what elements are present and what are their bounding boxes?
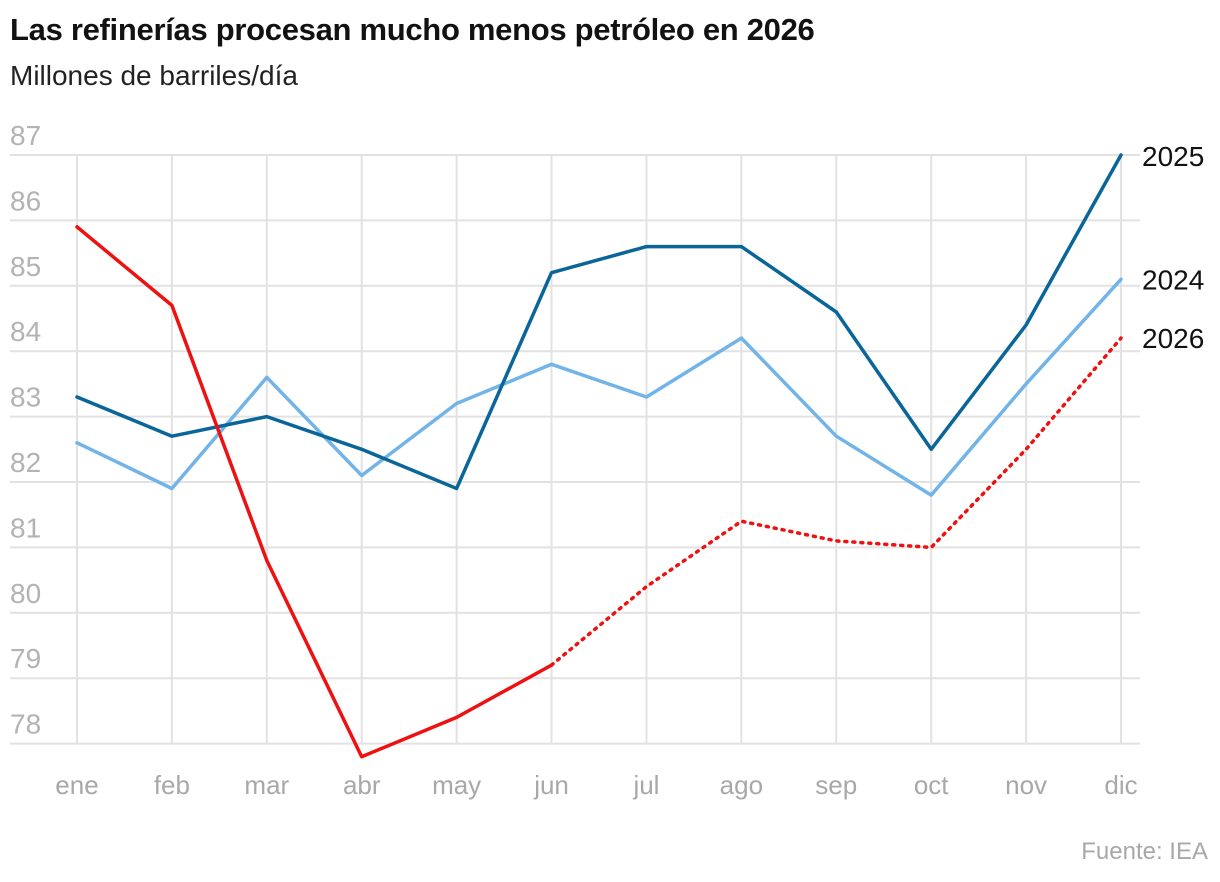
y-tick-label: 80	[10, 578, 41, 609]
x-tick-label: oct	[914, 770, 949, 800]
x-tick-label: jul	[632, 770, 659, 800]
series-line-2026-forecast	[549, 336, 1123, 667]
x-tick-label: may	[432, 770, 481, 800]
x-tick-label: mar	[244, 770, 289, 800]
x-tick-label: jun	[533, 770, 569, 800]
series-label-2026: 2026	[1142, 323, 1204, 354]
series-label-2024: 2024	[1142, 264, 1204, 295]
chart-subtitle: Millones de barriles/día	[10, 60, 298, 91]
x-tick-label: sep	[815, 770, 857, 800]
x-tick-label: ago	[720, 770, 763, 800]
source-note: Fuente: IEA	[1081, 838, 1208, 865]
y-tick-label: 78	[10, 709, 41, 740]
x-tick-label: abr	[343, 770, 381, 800]
x-tick-label: dic	[1104, 770, 1137, 800]
y-tick-label: 79	[10, 643, 41, 674]
y-tick-label: 81	[10, 512, 41, 543]
x-axis-ticks: ene feb mar abr may jun jul ago sep oct nov dic	[55, 770, 1137, 800]
series-labels: 2024 2025 2026	[1142, 141, 1204, 354]
series-line-2024	[75, 277, 1123, 497]
y-tick-label: 84	[10, 316, 41, 347]
y-tick-label: 87	[10, 120, 41, 151]
series-line-2025	[75, 153, 1123, 491]
y-tick-label: 83	[10, 382, 41, 413]
x-tick-label: ene	[55, 770, 98, 800]
vertical-gridlines	[76, 155, 1122, 744]
y-axis-ticks: 78 79 80 81 82 83 84 85 86 87	[10, 120, 41, 740]
series-label-2025: 2025	[1142, 141, 1204, 172]
horizontal-gridlines	[10, 154, 1140, 745]
y-tick-label: 85	[10, 251, 41, 282]
y-tick-label: 86	[10, 185, 41, 216]
x-tick-label: nov	[1005, 770, 1047, 800]
x-tick-label: feb	[154, 770, 190, 800]
series-line-2026-actual	[75, 225, 554, 759]
series-lines	[75, 153, 1123, 759]
chart-title: Las refinerías procesan mucho menos petr…	[10, 12, 815, 47]
y-tick-label: 82	[10, 447, 41, 478]
